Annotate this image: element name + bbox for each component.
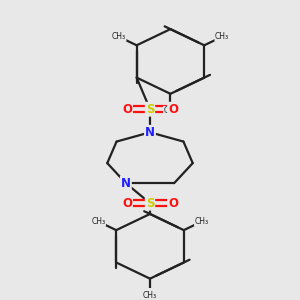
Text: O: O xyxy=(168,197,178,210)
Text: O: O xyxy=(122,197,132,210)
Text: CH₃: CH₃ xyxy=(112,32,126,41)
Text: CH₃: CH₃ xyxy=(215,32,229,41)
Text: N: N xyxy=(145,126,155,139)
Text: O: O xyxy=(122,103,132,116)
Text: CH₃: CH₃ xyxy=(194,217,208,226)
Text: CH₃: CH₃ xyxy=(164,106,178,115)
Text: S: S xyxy=(146,197,154,210)
Text: CH₃: CH₃ xyxy=(143,291,157,300)
Text: CH₃: CH₃ xyxy=(92,217,106,226)
Text: S: S xyxy=(146,103,154,116)
Text: O: O xyxy=(168,103,178,116)
Text: N: N xyxy=(121,177,131,190)
